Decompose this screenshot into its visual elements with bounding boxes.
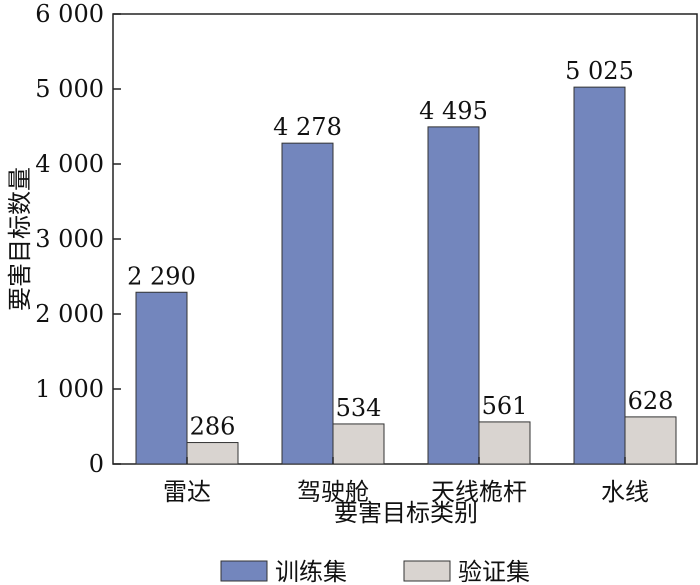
legend: 训练集 验证集 bbox=[220, 558, 530, 585]
y-axis-title: 要害目标数量 bbox=[6, 167, 34, 311]
data-label: 286 bbox=[190, 413, 236, 441]
x-axis-title: 要害目标类别 bbox=[334, 499, 478, 527]
legend-label-val: 验证集 bbox=[458, 558, 530, 585]
legend-swatch-train bbox=[220, 560, 268, 582]
data-label: 2 290 bbox=[127, 262, 196, 290]
legend-label-train: 训练集 bbox=[275, 558, 347, 585]
data-label: 561 bbox=[482, 392, 528, 420]
bar-val bbox=[624, 416, 677, 465]
y-tick-label: 2 000 bbox=[35, 300, 104, 328]
y-tick-label: 4 000 bbox=[35, 150, 104, 178]
x-tick-label: 天线桅杆 bbox=[431, 478, 527, 506]
bar-train bbox=[135, 291, 188, 465]
bar-train bbox=[281, 142, 334, 465]
y-tick-label: 5 000 bbox=[35, 75, 104, 103]
bar-train bbox=[573, 86, 626, 465]
y-tick-label: 6 000 bbox=[35, 0, 104, 28]
y-tick-label: 0 bbox=[89, 450, 104, 478]
data-label: 5 025 bbox=[565, 57, 634, 85]
bar-val bbox=[478, 421, 531, 465]
bar-train bbox=[427, 126, 480, 465]
legend-swatch-val bbox=[403, 560, 451, 582]
data-label: 4 278 bbox=[273, 113, 342, 141]
y-tick-label: 3 000 bbox=[35, 225, 104, 253]
data-label: 628 bbox=[628, 387, 674, 415]
bar-val bbox=[332, 423, 385, 465]
x-tick-label: 驾驶舱 bbox=[297, 478, 369, 506]
bar-val bbox=[186, 442, 239, 465]
data-label: 4 495 bbox=[419, 97, 488, 125]
x-tick-label: 水线 bbox=[601, 478, 649, 506]
x-tick-label: 雷达 bbox=[163, 478, 211, 506]
y-tick-label: 1 000 bbox=[35, 375, 104, 403]
data-label: 534 bbox=[336, 394, 382, 422]
plot-area: 0 1 000 2 000 3 000 4 000 5 000 6 000 2 290 286 雷… bbox=[35, 0, 698, 506]
